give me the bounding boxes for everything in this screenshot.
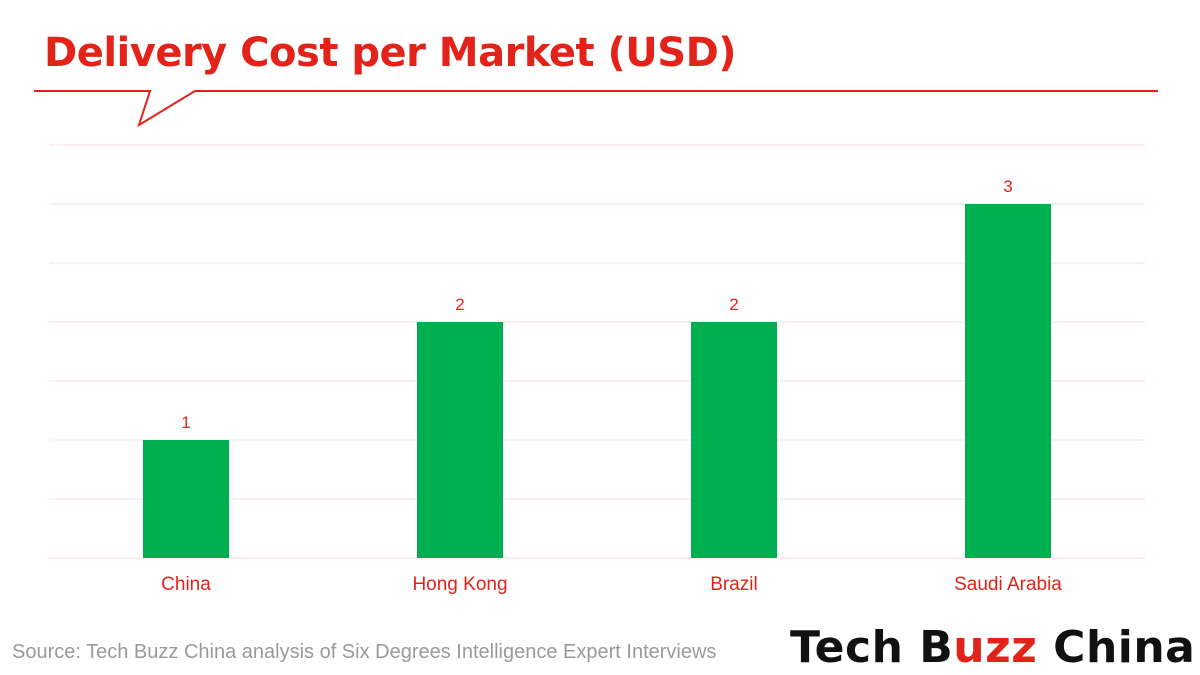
tech-buzz-china-logo: Tech Buzz China bbox=[790, 622, 1195, 673]
source-note: Source: Tech Buzz China analysis of Six … bbox=[12, 641, 717, 663]
x-tick-label: China bbox=[161, 574, 211, 595]
title-callout-line bbox=[34, 90, 1158, 128]
x-tick-label: Brazil bbox=[710, 574, 758, 595]
logo-text-1: Tech B bbox=[790, 622, 954, 673]
data-label: 3 bbox=[1003, 177, 1012, 196]
logo-text-2: China bbox=[1037, 622, 1196, 673]
bar-brazil bbox=[691, 322, 777, 558]
logo-text-accent: uzz bbox=[953, 622, 1038, 673]
data-label: 2 bbox=[729, 295, 738, 314]
bar-china bbox=[143, 440, 229, 558]
x-tick-label: Saudi Arabia bbox=[954, 574, 1062, 595]
chart-title: Delivery Cost per Market (USD) bbox=[44, 30, 737, 76]
data-label: 2 bbox=[455, 295, 464, 314]
bar-hong-kong bbox=[417, 322, 503, 558]
bar-saudi-arabia bbox=[965, 204, 1051, 558]
x-tick-label: Hong Kong bbox=[412, 574, 507, 595]
bar-chart: 1 China 2 Hong Kong 2 Brazil 3 Saudi Arabia bbox=[49, 144, 1145, 595]
data-label: 1 bbox=[181, 413, 190, 432]
